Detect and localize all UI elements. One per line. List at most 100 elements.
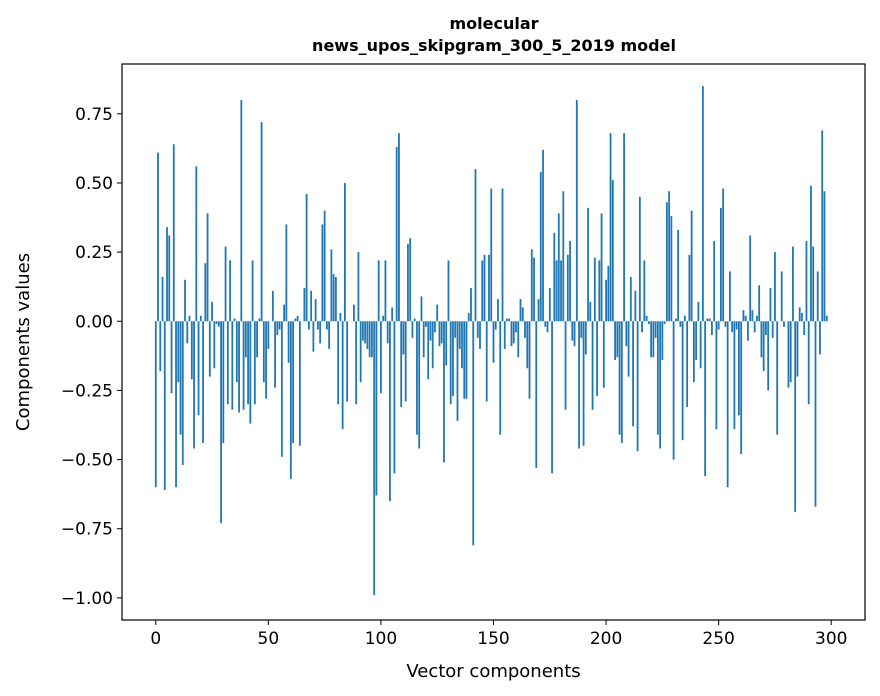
bar: [296, 315, 299, 322]
bar: [510, 321, 513, 347]
bar: [321, 224, 324, 322]
bar: [767, 321, 770, 391]
bar: [629, 277, 632, 322]
bar: [380, 321, 382, 394]
bar: [733, 321, 736, 430]
bar: [819, 321, 821, 355]
chart-title-line-1: molecular: [449, 14, 538, 33]
bar: [661, 321, 664, 360]
bar: [722, 188, 725, 322]
bar: [465, 321, 468, 399]
bar: [425, 321, 427, 327]
bar: [172, 144, 175, 322]
bar: [186, 321, 189, 344]
bar: [247, 321, 249, 405]
bar: [231, 321, 234, 410]
bar: [229, 260, 231, 322]
bar: [726, 321, 729, 488]
bar: [274, 321, 276, 388]
bar: [416, 321, 418, 435]
bar: [771, 321, 774, 338]
bar: [364, 321, 367, 344]
bar: [481, 260, 484, 322]
bar: [537, 299, 540, 322]
bar: [170, 321, 173, 394]
y-tick-label: −0.50: [61, 451, 113, 471]
bar: [821, 130, 824, 322]
bar: [816, 271, 819, 322]
bar: [807, 321, 810, 405]
bar: [220, 321, 222, 524]
bar: [181, 321, 184, 466]
bar: [607, 265, 610, 322]
bar: [195, 166, 198, 322]
bar: [724, 321, 727, 327]
bar: [551, 321, 553, 474]
bar: [659, 321, 662, 449]
bar: [681, 321, 684, 441]
bar: [330, 249, 333, 322]
x-tick-label: 100: [365, 629, 397, 649]
bar: [584, 321, 587, 355]
bar: [312, 321, 315, 352]
bar: [249, 321, 252, 424]
bar: [253, 321, 256, 405]
bar: [780, 271, 783, 322]
bar: [560, 260, 562, 322]
bar: [656, 321, 659, 435]
bar: [175, 321, 177, 488]
bar: [373, 321, 376, 596]
bar: [634, 290, 637, 322]
bar: [177, 321, 180, 383]
bar: [244, 321, 247, 358]
bar: [677, 229, 680, 322]
y-tick-label: −1.00: [61, 589, 113, 609]
bar: [371, 321, 373, 358]
bar: [521, 307, 524, 322]
bar: [386, 321, 389, 344]
bar: [202, 321, 204, 443]
bar: [240, 99, 243, 322]
bar: [463, 321, 466, 399]
bar: [325, 321, 328, 330]
bar: [154, 321, 157, 488]
bar: [490, 188, 493, 322]
bar: [598, 260, 601, 322]
bar: [157, 152, 159, 322]
bar: [609, 133, 612, 322]
chart-title-line-2: news_upos_skipgram_300_5_2019 model: [312, 36, 676, 55]
bar: [670, 216, 673, 322]
bar: [467, 312, 470, 322]
bar: [652, 321, 655, 358]
x-axis-label: Vector components: [406, 661, 580, 682]
bar: [731, 321, 734, 333]
bar: [289, 321, 292, 479]
bar: [688, 254, 691, 322]
bar: [789, 321, 792, 383]
bar: [508, 318, 511, 322]
bar: [265, 321, 267, 399]
bar: [623, 133, 625, 322]
bar: [519, 299, 522, 322]
x-tick-label: 50: [258, 629, 280, 649]
bar: [215, 321, 218, 325]
bar: [420, 296, 423, 322]
bar: [602, 321, 605, 388]
bar: [211, 301, 213, 322]
bar: [395, 146, 398, 322]
bar: [593, 257, 596, 322]
bar: [368, 321, 371, 358]
bar-series: [154, 86, 828, 596]
bar: [384, 260, 387, 322]
bar: [168, 235, 171, 322]
bar: [366, 321, 369, 349]
bar: [476, 321, 479, 338]
bar: [742, 310, 745, 322]
bar: [638, 196, 641, 322]
bar: [690, 210, 693, 322]
bar: [400, 321, 403, 407]
bar: [546, 321, 549, 333]
bar: [391, 307, 394, 322]
bar: [159, 321, 162, 372]
